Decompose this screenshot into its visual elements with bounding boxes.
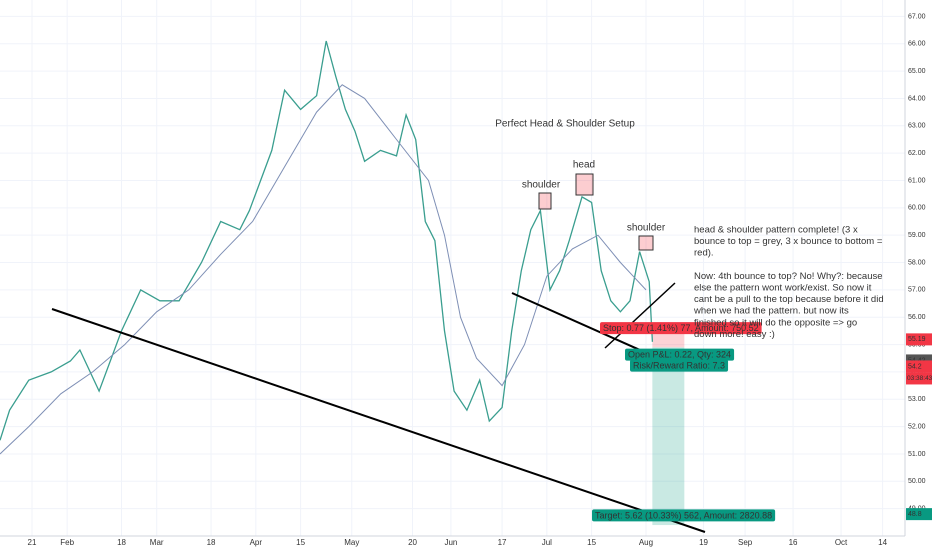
x-tick-label: Mar (150, 538, 164, 547)
shoulder-box (538, 192, 552, 210)
plot (0, 40, 685, 526)
annotation-note: finished so it will do the opposite => g… (694, 317, 857, 328)
neckline (511, 292, 641, 351)
price-tag (906, 333, 932, 346)
label-box (600, 322, 762, 335)
y-tick-label: 64.00 (908, 95, 926, 102)
annotation-note: when we had the pattern. but now its (693, 306, 849, 317)
y-tick-label: 50.00 (908, 478, 926, 485)
x-tick-label: Sep (738, 538, 753, 547)
label-box (592, 509, 776, 522)
position-label: Stop: 0.77 (1.41%) 77, Amount: 750.52 (603, 323, 759, 333)
position-label: Target: 5.62 (10.33%) 562, Amount: 2820.… (595, 510, 772, 520)
countdown: 03:38:43 (907, 375, 932, 382)
annotation: shoulder (522, 180, 561, 191)
shoulder-box (638, 235, 654, 251)
x-tick-label: May (344, 538, 359, 547)
y-tick-label: 60.00 (908, 205, 926, 212)
y-tick-label: 65.00 (908, 68, 926, 75)
price-tag (906, 360, 932, 373)
x-tick-label: 18 (117, 538, 126, 547)
price-axis (905, 0, 932, 550)
y-tick-label: 62.00 (908, 150, 926, 157)
chart-title: Perfect Head & Shoulder Setup (495, 119, 635, 130)
position-label: Open P&L: 0.22, Qty: 324 (628, 350, 731, 360)
annotation-note: else the pattern wont work/exist. So now… (694, 283, 872, 294)
y-tick-label: 59.00 (908, 232, 926, 239)
grid (0, 0, 905, 536)
x-tick-label: 15 (587, 538, 596, 547)
y-tick-label: 52.00 (908, 423, 926, 430)
x-tick-label: Jun (444, 538, 457, 547)
x-tick-label: 14 (878, 538, 887, 547)
price-tag-label: 48.8 (908, 511, 922, 518)
target-zone (652, 347, 685, 526)
x-tick-label: Oct (835, 538, 848, 547)
price-line (0, 40, 654, 441)
price-tag-label: 55.19 (908, 336, 926, 343)
y-tick-label: 56.00 (908, 314, 926, 321)
countdown-box (906, 372, 932, 385)
annotation: shoulder (627, 223, 666, 234)
y-tick-label: 58.00 (908, 259, 926, 266)
y-tick-label: 63.00 (908, 123, 926, 130)
x-tick-label: Jul (542, 538, 552, 547)
y-tick-label: 61.00 (908, 177, 926, 184)
y-tick-label: 66.00 (908, 41, 926, 48)
x-tick-label: Feb (60, 538, 74, 547)
position-label: Risk/Reward Ratio: 7.3 (633, 361, 725, 371)
label-box (625, 348, 735, 361)
price-line (0, 84, 647, 455)
x-tick-label: 17 (498, 538, 507, 547)
y-tick-label: 57.00 (908, 287, 926, 294)
x-tick-label: 16 (789, 538, 798, 547)
annotation-note: cant be a pull to the top because before… (694, 294, 884, 305)
y-tick-label: 67.00 (908, 13, 926, 20)
annotation-note: red). (694, 248, 714, 259)
trend-line (51, 308, 706, 533)
x-tick-label: 18 (207, 538, 216, 547)
price-tag (906, 508, 932, 521)
head-box (575, 173, 594, 196)
x-tick-label: 15 (296, 538, 305, 547)
annotation-note: bounce to top = grey, 3 x bounce to bott… (694, 236, 883, 247)
annotation-note: Now: 4th bounce to top? No! Why?: becaus… (694, 271, 883, 282)
label-box (630, 359, 729, 372)
x-tick-label: 21 (28, 538, 37, 547)
annotation-note: head & shoulder pattern complete! (3 x (694, 225, 858, 236)
x-tick-label: Apr (250, 538, 263, 547)
trend-line (604, 282, 676, 349)
annotation: head (573, 160, 595, 171)
x-tick-label: Aug (639, 538, 653, 547)
x-tick-label: 19 (699, 538, 708, 547)
y-tick-label: 53.00 (908, 396, 926, 403)
annotation-note: down more! easy :) (694, 329, 775, 340)
price-tag-label: 54.2 (908, 363, 922, 370)
y-tick-label: 51.00 (908, 451, 926, 458)
x-tick-label: 20 (408, 538, 417, 547)
